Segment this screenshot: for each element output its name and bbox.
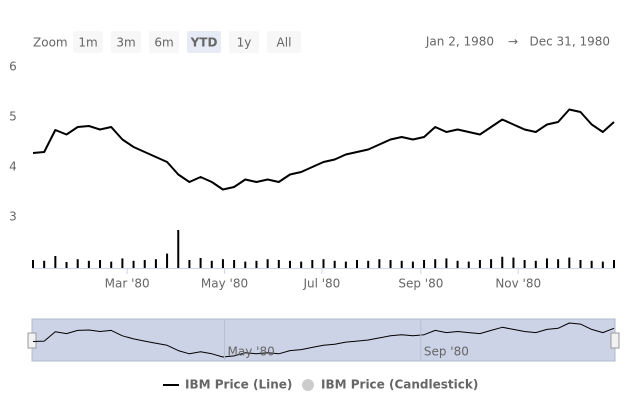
volume-bar xyxy=(523,260,526,268)
volume-bar xyxy=(288,260,291,268)
range-button xyxy=(229,31,259,53)
navigator-handle[interactable] xyxy=(610,332,620,349)
volume-bar xyxy=(32,260,34,268)
price-line xyxy=(32,108,615,191)
volume-bar xyxy=(579,260,582,268)
x-tick-label: Jul '80 xyxy=(302,277,340,291)
volume-bar xyxy=(121,258,124,268)
range-button-label[interactable]: YTD xyxy=(190,36,218,50)
volume-bar xyxy=(199,258,202,268)
volume-bar xyxy=(177,230,180,268)
volume-bar xyxy=(478,260,481,268)
volume-bar xyxy=(545,258,548,268)
volume-bar xyxy=(54,256,57,268)
volume-bar xyxy=(601,261,604,268)
volume-bar xyxy=(143,260,146,268)
volume-bar xyxy=(445,258,448,268)
x-tick-label: Nov '80 xyxy=(495,277,541,291)
volume-bar xyxy=(300,261,303,268)
range-button[interactable] xyxy=(73,31,103,53)
volume-bar xyxy=(512,257,515,268)
range-button[interactable] xyxy=(187,31,221,53)
zoom-label: Zoom xyxy=(33,36,68,50)
x-tick-label: Mar '80 xyxy=(105,277,150,291)
volume-bar xyxy=(467,261,470,268)
navigator-mask[interactable] xyxy=(31,318,616,362)
legend-label[interactable]: IBM Price (Candlestick) xyxy=(321,378,478,392)
volume-bar xyxy=(389,260,392,268)
range-button[interactable] xyxy=(149,31,179,53)
volume-bar xyxy=(456,260,459,268)
range-from[interactable]: Jan 2, 1980 xyxy=(425,35,494,49)
navigator-line xyxy=(32,322,615,358)
x-tick-label: Sep '80 xyxy=(398,277,443,291)
volume-bar xyxy=(356,260,359,268)
legend-symbol xyxy=(302,379,314,391)
volume-bar xyxy=(110,261,113,268)
volume-bar xyxy=(434,259,437,268)
volume-bar xyxy=(568,257,571,268)
x-tick-label: May '80 xyxy=(201,277,248,291)
y-tick-label: 4 xyxy=(9,160,17,174)
range-button xyxy=(267,31,301,53)
range-button-label[interactable]: 1m xyxy=(78,36,97,50)
volume-bar xyxy=(378,259,381,268)
range-button-label[interactable]: 3m xyxy=(116,36,135,50)
volume-bar xyxy=(367,260,370,268)
volume-bar xyxy=(311,260,314,268)
volume-bar xyxy=(255,260,258,268)
navigator-handle[interactable] xyxy=(27,332,37,349)
range-button-label: 1y xyxy=(237,36,252,50)
range-to[interactable]: Dec 31, 1980 xyxy=(530,35,610,49)
volume-bar xyxy=(501,256,504,268)
range-button-label: All xyxy=(277,36,292,50)
volume-bar xyxy=(411,261,414,268)
range-button-label[interactable]: 6m xyxy=(154,36,173,50)
volume-bar xyxy=(166,253,169,268)
volume-bar xyxy=(43,260,46,268)
y-tick-label: 6 xyxy=(9,60,17,74)
volume-bar xyxy=(188,260,191,268)
volume-bar xyxy=(244,261,247,268)
volume-bar xyxy=(65,262,68,268)
volume-bar xyxy=(557,259,560,268)
volume-bar xyxy=(132,260,135,268)
volume-bar xyxy=(613,260,615,268)
volume-bar xyxy=(333,260,336,268)
volume-bar xyxy=(99,260,102,268)
volume-bar xyxy=(266,259,269,268)
navigator-tick-label: May '80 xyxy=(228,345,275,359)
volume-bar xyxy=(490,259,493,268)
volume-bar xyxy=(210,260,213,268)
volume-bar xyxy=(400,260,403,268)
y-tick-label: 3 xyxy=(9,210,17,224)
volume-bar xyxy=(76,259,79,268)
volume-bar xyxy=(344,261,347,268)
volume-bar xyxy=(322,259,325,268)
volume-bar xyxy=(87,260,90,268)
range-button[interactable] xyxy=(111,31,141,53)
legend-label[interactable]: IBM Price (Line) xyxy=(185,378,292,392)
volume-bar xyxy=(154,259,157,268)
volume-bar xyxy=(423,260,426,268)
range-arrow: → xyxy=(508,35,518,49)
volume-bar xyxy=(534,260,537,268)
volume-bar xyxy=(233,260,236,268)
volume-bar xyxy=(590,260,593,268)
y-tick-label: 5 xyxy=(9,110,17,124)
volume-bar xyxy=(277,260,280,268)
volume-bar xyxy=(221,259,224,268)
navigator-tick-label: Sep '80 xyxy=(424,345,469,359)
